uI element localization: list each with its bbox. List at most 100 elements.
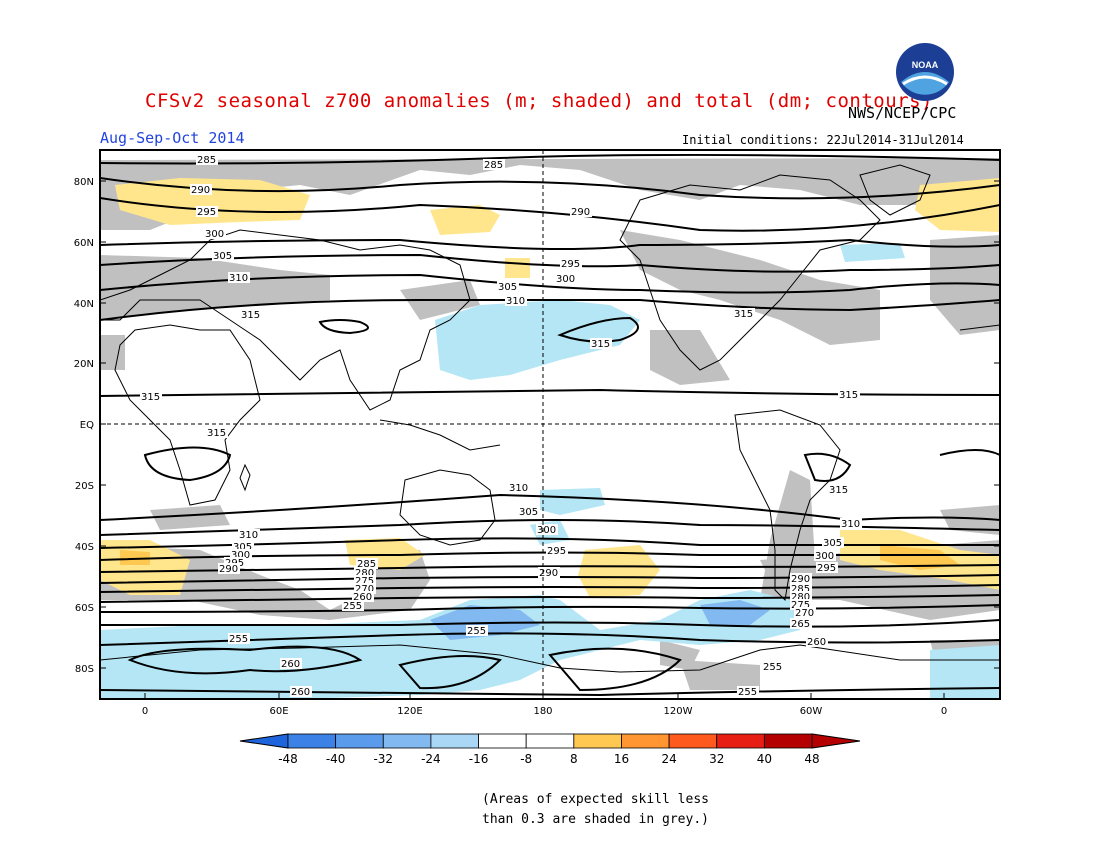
contour-label-265: 265 <box>791 619 810 630</box>
colorbar-tick-label: -8 <box>520 752 532 766</box>
contour-label-295: 295 <box>197 207 216 218</box>
contour-label-290c: 290 <box>539 568 558 579</box>
contour-label-255d: 255 <box>763 662 782 673</box>
contour-label-315g: 315 <box>829 485 848 496</box>
contour-label-295e: 295 <box>817 563 836 574</box>
contour-label-285c: 285 <box>357 559 376 570</box>
contour-label-285d: 285 <box>791 584 810 595</box>
colorbar-cell <box>335 733 384 749</box>
lon-label: 0 <box>941 706 947 717</box>
contour-label-260b: 260 <box>807 637 826 648</box>
longitude-labels: 0 60E 120E 180 120W 60W 0 <box>142 706 947 717</box>
contour-label-255: 255 <box>343 601 362 612</box>
lat-label: 40S <box>75 542 94 553</box>
contour-label-280b: 280 <box>791 592 810 603</box>
lat-label: 60N <box>74 238 94 249</box>
colorbar-tick-label: 40 <box>757 752 772 766</box>
lat-label: 80S <box>75 664 94 675</box>
contour-label-305c: 305 <box>519 507 538 518</box>
colorbar-cell <box>382 733 432 749</box>
noaa-logo: NOAA <box>896 43 954 101</box>
contour-label-255e: 255 <box>738 687 757 698</box>
lat-label: 40N <box>74 299 94 310</box>
contour-label-305: 305 <box>213 251 232 262</box>
colorbar-tick-label: -24 <box>421 752 441 766</box>
forecast-period: Aug-Sep-Oct 2014 <box>100 129 245 147</box>
lon-label: 120W <box>664 706 693 717</box>
colorbar-tick-label: 16 <box>614 752 629 766</box>
colorbar-cell <box>573 733 622 749</box>
contour-label-275b: 275 <box>791 600 810 611</box>
colorbar-right-arrow <box>811 733 861 749</box>
lat-label: 20N <box>74 359 94 370</box>
colorbar-cell <box>716 733 765 749</box>
colorbar-cell <box>478 733 527 749</box>
contour-label-310e: 310 <box>841 519 860 530</box>
contour-label-310: 310 <box>229 273 248 284</box>
lat-label: EQ <box>80 420 94 431</box>
noaa-logo-text: NOAA <box>912 60 939 70</box>
contour-label-315b: 315 <box>591 339 610 350</box>
lon-label: 180 <box>533 706 552 717</box>
organization-label: NWS/NCEP/CPC <box>848 104 957 122</box>
contour-label-300c: 300 <box>537 525 556 536</box>
contour-label-270: 270 <box>355 584 374 595</box>
colorbar-cell <box>621 733 670 749</box>
contour-label-290b: 290 <box>571 207 590 218</box>
colorbar-tick-label: -32 <box>373 752 393 766</box>
chart-title: CFSv2 seasonal z700 anomalies (m; shaded… <box>145 90 933 112</box>
contour-label-310b: 310 <box>506 296 525 307</box>
contour-label-300: 300 <box>205 229 224 240</box>
lon-label: 60W <box>800 706 823 717</box>
contour-label-315d: 315 <box>141 392 160 403</box>
lon-label: 60E <box>269 706 288 717</box>
colorbar-cell <box>287 733 337 749</box>
colorbar-tick-label: 48 <box>804 752 819 766</box>
contour-label-260c: 260 <box>281 659 300 670</box>
lat-label: 20S <box>75 481 94 492</box>
skill-note-line2: than 0.3 are shaded in grey.) <box>482 812 709 827</box>
contour-label-285b: 285 <box>484 160 503 171</box>
colorbar-left-arrow <box>239 733 289 749</box>
height-contours <box>100 153 1000 697</box>
colorbar-cell <box>525 733 575 749</box>
colorbar-cell <box>763 733 813 749</box>
contour-label-290d: 290 <box>219 564 238 575</box>
contour-label-290e: 290 <box>791 574 810 585</box>
coastlines <box>100 164 1000 673</box>
contour-labels: 285 285 290 290 295 295 300 300 305 305 … <box>140 154 862 698</box>
stronger-positive-areas <box>120 545 960 570</box>
colorbar: -48 -40 -32 -24 -16 -8 8 16 24 32 40 48 <box>239 733 861 766</box>
colorbar-tick-label: 8 <box>570 752 578 766</box>
contour-label-295c: 295 <box>547 546 566 557</box>
contour-label-295b: 295 <box>561 259 580 270</box>
contour-label-255c: 255 <box>467 626 486 637</box>
contour-label-300e: 300 <box>815 551 834 562</box>
initial-conditions: Initial conditions: 22Jul2014-31Jul2014 <box>682 133 964 147</box>
lat-label: 80N <box>74 177 94 188</box>
colorbar-tick-label: -40 <box>326 752 346 766</box>
lat-label: 60S <box>75 603 94 614</box>
contour-label-285: 285 <box>197 155 216 166</box>
colorbar-tick-label: 24 <box>661 752 676 766</box>
lon-label: 0 <box>142 706 148 717</box>
latitude-labels: 80N 60N 40N 20N EQ 20S 40S 60S 80S <box>74 177 94 675</box>
colorbar-tick-label: -16 <box>469 752 489 766</box>
skill-note-line1: (Areas of expected skill less <box>482 792 709 807</box>
colorbar-cell <box>430 733 479 749</box>
contour-label-305e: 305 <box>823 538 842 549</box>
contour-label-310d: 310 <box>239 530 258 541</box>
colorbar-tick-label: -48 <box>278 752 298 766</box>
contour-label-260d: 260 <box>291 687 310 698</box>
contour-label-300d: 300 <box>231 550 250 561</box>
contour-label-270b: 270 <box>795 608 814 619</box>
contour-label-275: 275 <box>355 576 374 587</box>
colorbar-cells <box>287 733 813 749</box>
contour-label-280: 280 <box>355 568 374 579</box>
contour-label-300b: 300 <box>556 274 575 285</box>
tick-marks <box>100 180 1000 699</box>
contour-label-305d: 305 <box>233 542 252 553</box>
contour-label-315e: 315 <box>839 390 858 401</box>
contour-label-290: 290 <box>191 185 210 196</box>
